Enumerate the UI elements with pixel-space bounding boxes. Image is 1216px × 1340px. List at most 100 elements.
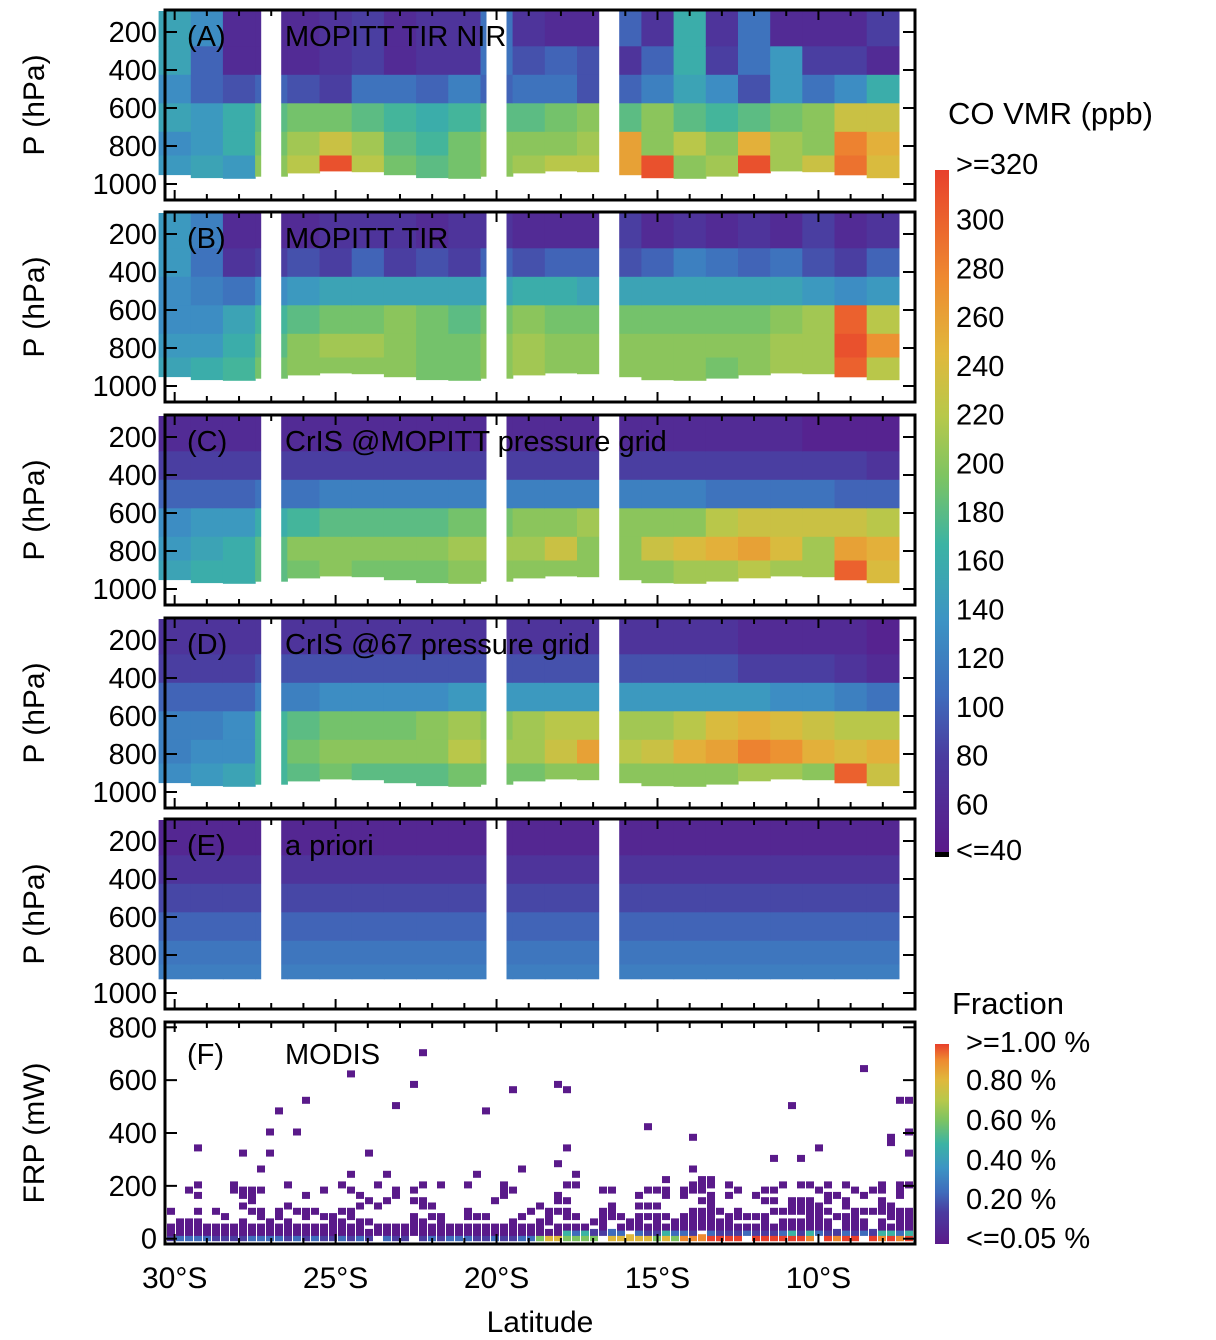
heatmap-cell (416, 248, 449, 278)
frp-bin (887, 1234, 895, 1242)
heatmap-cell (673, 536, 707, 562)
frp-bin (329, 1223, 337, 1231)
heatmap-cell (287, 964, 321, 980)
heatmap-cell (641, 333, 675, 359)
frp-bin (311, 1234, 319, 1242)
y-tick-label: 800 (109, 333, 157, 365)
frp-bin (563, 1213, 571, 1221)
heatmap-cell (319, 248, 353, 278)
heatmap-cell (834, 416, 868, 452)
heatmap-cell (287, 74, 321, 104)
frp-bin (869, 1234, 877, 1242)
frp-bin (482, 1228, 490, 1236)
frp-bin (788, 1218, 796, 1226)
frp-bin (293, 1228, 301, 1236)
heatmap-cell (544, 560, 578, 577)
frp-bin (653, 1202, 661, 1210)
heatmap-cell (416, 560, 449, 584)
heatmap-cell (738, 357, 771, 376)
plot-frame (163, 8, 917, 202)
heatmap-cell (287, 276, 321, 306)
heatmap-cell (705, 619, 739, 655)
frp-bin (905, 1228, 913, 1236)
frp-bin (365, 1218, 373, 1226)
heatmap-cell (770, 46, 803, 76)
colorbar-tick-label: 0.80 % (966, 1065, 1056, 1097)
frp-bin (572, 1181, 580, 1189)
y-tick-label: 600 (109, 902, 157, 934)
frp-bin (896, 1213, 904, 1221)
colorbar-tick-label: 180 (956, 497, 1004, 529)
heatmap-cell (351, 11, 385, 47)
frp-bin (905, 1096, 913, 1104)
frp-bin (518, 1165, 526, 1173)
frp-bin (176, 1228, 184, 1236)
heatmap-cell (287, 416, 321, 452)
heatmap-cell (416, 357, 449, 381)
heatmap-cell (416, 739, 449, 765)
heatmap-cell (866, 357, 900, 381)
heatmap-cell (802, 155, 836, 173)
heatmap-cell (738, 912, 771, 942)
heatmap-cell (770, 855, 803, 885)
heatmap-cell (738, 883, 771, 913)
frp-bin (671, 1234, 679, 1242)
frp-bin (617, 1234, 625, 1242)
heatmap-cell (416, 305, 449, 335)
heatmap-cell (834, 763, 868, 784)
frp-bin (284, 1218, 292, 1226)
y-tick-label: 1000 (92, 978, 157, 1010)
frp-bin (509, 1086, 517, 1094)
heatmap-cell (705, 131, 739, 157)
heatmap-cell (383, 654, 417, 684)
heatmap-cell (319, 940, 353, 966)
frp-bin (212, 1234, 220, 1242)
frp-bin (725, 1228, 733, 1236)
frp-bin (689, 1218, 697, 1226)
heatmap-cell (190, 820, 224, 856)
heatmap-cell (802, 131, 836, 157)
frp-bin (842, 1218, 850, 1226)
heatmap-cell (705, 536, 739, 562)
frp-bin (662, 1191, 670, 1199)
plot-frame (163, 413, 917, 607)
frp-bin (320, 1223, 328, 1231)
heatmap-cells (158, 11, 900, 179)
frp-bin (608, 1234, 616, 1242)
frp-bin (509, 1234, 517, 1242)
heatmap-cell (448, 451, 482, 481)
heatmap-cell (834, 276, 868, 306)
frp-bin (383, 1197, 391, 1205)
frp-bin (347, 1070, 355, 1078)
frp-bin (662, 1223, 670, 1231)
heatmap-cell (416, 820, 449, 856)
heatmap-cell (222, 964, 256, 980)
frp-bin (608, 1202, 616, 1210)
heatmap-cell (287, 479, 321, 509)
heatmap-cell (673, 46, 707, 76)
heatmap-cell (287, 711, 321, 741)
frp-bin (563, 1197, 571, 1205)
heatmap-cell (544, 131, 578, 157)
heatmap-cell (383, 248, 417, 278)
heatmap-cell (222, 739, 256, 765)
heatmap-cell (190, 11, 224, 47)
y-tick-label: 200 (109, 17, 157, 49)
frp-bin (356, 1228, 364, 1236)
frp-bin (761, 1218, 769, 1226)
frp-bin (356, 1191, 364, 1199)
colorbar-tick-label: 240 (956, 351, 1004, 383)
heatmap-cell (190, 248, 224, 278)
frp-bin (644, 1223, 652, 1231)
heatmap-cell (512, 74, 546, 104)
heatmap-cell (738, 46, 771, 76)
heatmap-cell (319, 333, 353, 359)
heatmap-cell (770, 213, 803, 249)
frp-bin (527, 1234, 535, 1242)
frp-bin (698, 1213, 706, 1221)
frp-bin (905, 1213, 913, 1221)
frp-bin (248, 1223, 256, 1231)
frp-bin (320, 1234, 328, 1242)
frp-bin (806, 1202, 814, 1210)
panel-title: CrIS @MOPITT pressure grid (285, 426, 667, 458)
